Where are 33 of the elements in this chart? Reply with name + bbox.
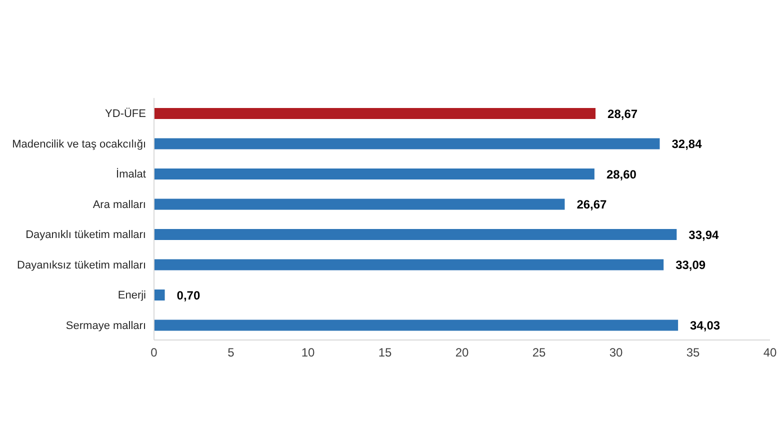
bar bbox=[154, 108, 596, 119]
data-label: 32,84 bbox=[672, 137, 702, 152]
data-label: 34,03 bbox=[690, 318, 720, 333]
x-tick-label: 15 bbox=[378, 346, 392, 360]
x-tick-label: 35 bbox=[686, 346, 700, 360]
x-tick-label: 25 bbox=[532, 346, 546, 360]
data-label: 26,67 bbox=[576, 198, 608, 212]
data-label: 33,94 bbox=[688, 228, 720, 242]
bar bbox=[154, 168, 594, 180]
y-tick-label: Dayanıksız tüketim malları bbox=[17, 259, 146, 272]
y-tick-label: Madencilik ve taş ocakcılığı bbox=[12, 138, 146, 150]
bar bbox=[154, 138, 660, 150]
y-tick-label: İmalat bbox=[116, 168, 146, 181]
bar bbox=[154, 320, 678, 331]
y-tick-label: Sermaye malları bbox=[66, 320, 146, 332]
bar bbox=[154, 259, 664, 270]
data-label: 28,60 bbox=[606, 167, 637, 182]
bar bbox=[154, 229, 677, 240]
bar bbox=[154, 198, 565, 210]
x-tick-label: 5 bbox=[228, 346, 235, 360]
x-tick-label: 0 bbox=[150, 346, 158, 360]
y-tick-label: Dayanıklı tüketim malları bbox=[26, 229, 146, 242]
data-label: 33,09 bbox=[676, 258, 706, 272]
y-tick-label: Enerji bbox=[118, 290, 146, 302]
bar bbox=[154, 290, 165, 300]
x-tick-label: 10 bbox=[301, 346, 315, 360]
x-tick-label: 20 bbox=[455, 346, 469, 360]
x-tick-label: 40 bbox=[763, 346, 777, 360]
x-tick-label: 30 bbox=[609, 346, 623, 360]
y-tick-label: Ara malları bbox=[92, 198, 146, 211]
y-tick-label: YD-ÜFE bbox=[105, 107, 146, 120]
data-label: 28,67 bbox=[608, 106, 638, 121]
data-label: 0,70 bbox=[176, 288, 200, 302]
